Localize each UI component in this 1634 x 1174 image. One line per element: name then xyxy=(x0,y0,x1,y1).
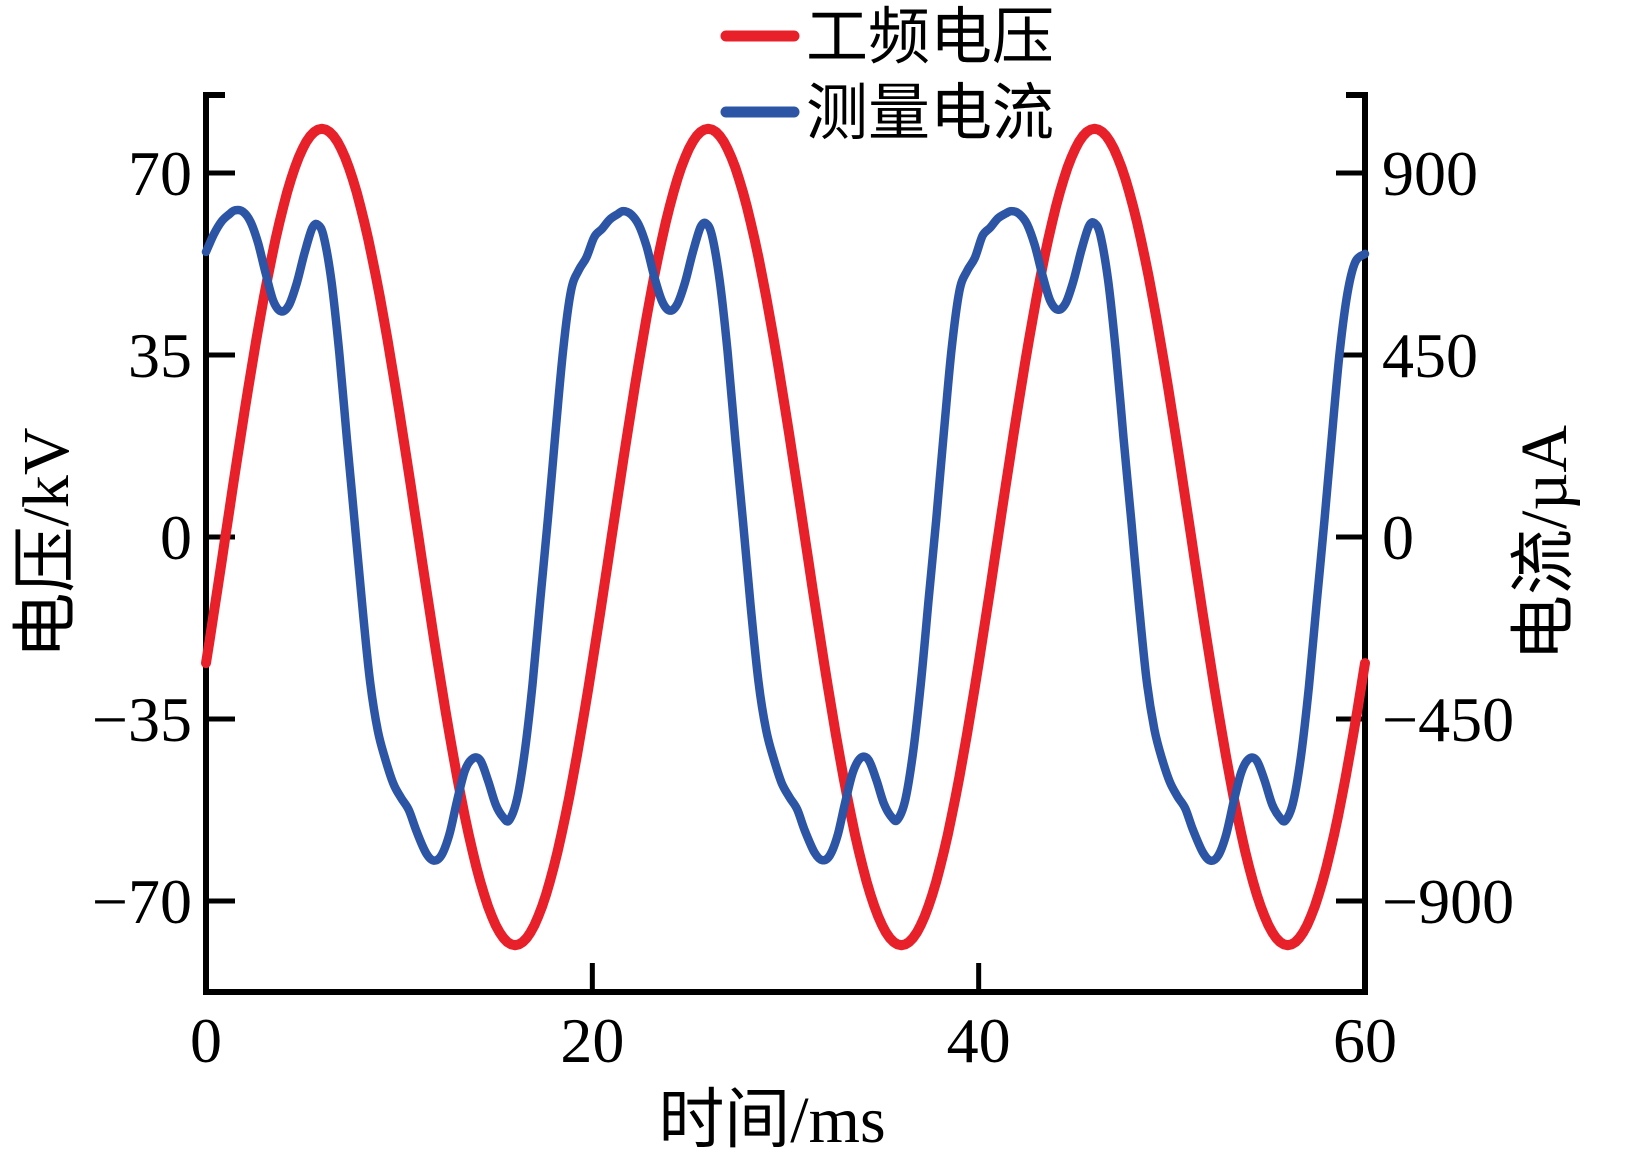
y-right-tick-label: 900 xyxy=(1382,138,1478,209)
legend: 工频电压 测量电流 xyxy=(720,4,1054,148)
voltage-curve xyxy=(201,123,1370,951)
y-right-tick-label: 450 xyxy=(1382,320,1478,391)
y-left-tick-label: 35 xyxy=(128,320,192,391)
legend-current-label: 测量电流 xyxy=(806,80,1054,148)
y-left-axis-title: 电压/kV xyxy=(10,428,83,659)
x-tick-label: 60 xyxy=(1333,1005,1397,1076)
y-right-tick-label: −450 xyxy=(1382,684,1514,755)
y-right-tick-label: −900 xyxy=(1382,866,1514,937)
y-left-tick-label: −70 xyxy=(92,866,192,937)
y-right-tick-label: 0 xyxy=(1382,502,1414,573)
legend-voltage-label: 工频电压 xyxy=(806,4,1054,72)
x-tick-label: 0 xyxy=(190,1005,222,1076)
axis-tick-labels: 70 35 0 −35 −70 900 450 0 −450 −900 0 20 40 60 xyxy=(92,138,1514,1076)
x-tick-label: 20 xyxy=(560,1005,624,1076)
y-left-tick-label: 0 xyxy=(160,502,192,573)
y-right-axis-title: 电流/µA xyxy=(1508,425,1581,661)
y-left-tick-label: 70 xyxy=(128,138,192,209)
current-curve xyxy=(201,205,1370,865)
x-tick-label: 40 xyxy=(947,1005,1011,1076)
x-axis-title: 时间/ms xyxy=(658,1084,885,1157)
y-left-tick-label: −35 xyxy=(92,684,192,755)
